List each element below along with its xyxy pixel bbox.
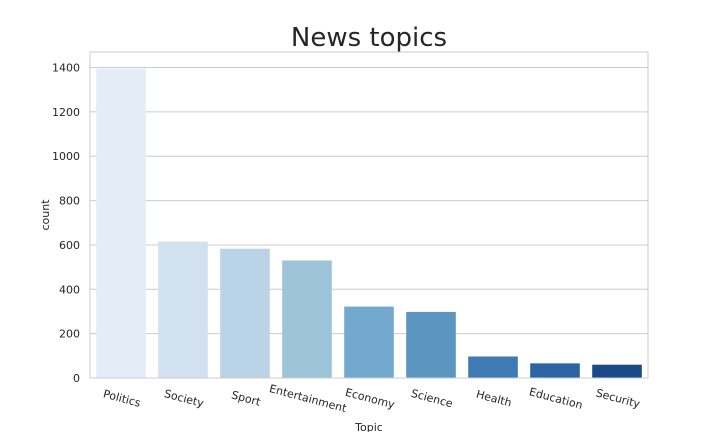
bar-education: [530, 363, 580, 378]
x-tick-label: Education: [528, 385, 584, 412]
x-tick-label: Economy: [344, 386, 397, 412]
bar-society: [158, 241, 208, 378]
bar-security: [592, 364, 642, 378]
bar-science: [406, 311, 456, 378]
x-tick-label: Health: [475, 388, 513, 410]
bar-politics: [96, 68, 146, 378]
y-tick-label: 0: [73, 372, 80, 385]
x-tick-label: Society: [163, 387, 206, 410]
y-tick-label: 200: [59, 328, 80, 341]
x-tick-label: Entertainment: [268, 382, 349, 415]
bar-sport: [220, 248, 270, 378]
x-tick-label: Sport: [230, 389, 263, 409]
x-tick-label: Science: [410, 387, 455, 411]
y-tick-labels: 0 200 400 600 800 1000 1200 1400: [52, 62, 80, 385]
chart-title: News topics: [291, 23, 447, 53]
x-axis-label: Topic: [354, 421, 383, 432]
y-tick-label: 1200: [52, 106, 80, 119]
bars: [96, 68, 642, 378]
y-tick-label: 1400: [52, 62, 80, 75]
bar-health: [468, 356, 518, 378]
x-tick-label: Politics: [102, 387, 143, 410]
y-tick-label: 800: [59, 195, 80, 208]
bar-economy: [344, 306, 394, 378]
y-tick-label: 400: [59, 283, 80, 296]
x-tick-label: Security: [594, 386, 641, 410]
x-tick-labels: Politics Society Sport EntertainmentEconomy…: [102, 382, 642, 415]
y-axis-label: count: [39, 199, 52, 231]
plot-frame: [89, 51, 649, 379]
y-tick-label: 1000: [52, 150, 80, 163]
y-tick-label: 600: [59, 239, 80, 252]
bar-entertainment: [282, 260, 332, 378]
